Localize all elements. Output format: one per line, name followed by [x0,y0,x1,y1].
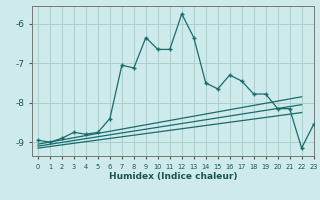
X-axis label: Humidex (Indice chaleur): Humidex (Indice chaleur) [108,172,237,181]
